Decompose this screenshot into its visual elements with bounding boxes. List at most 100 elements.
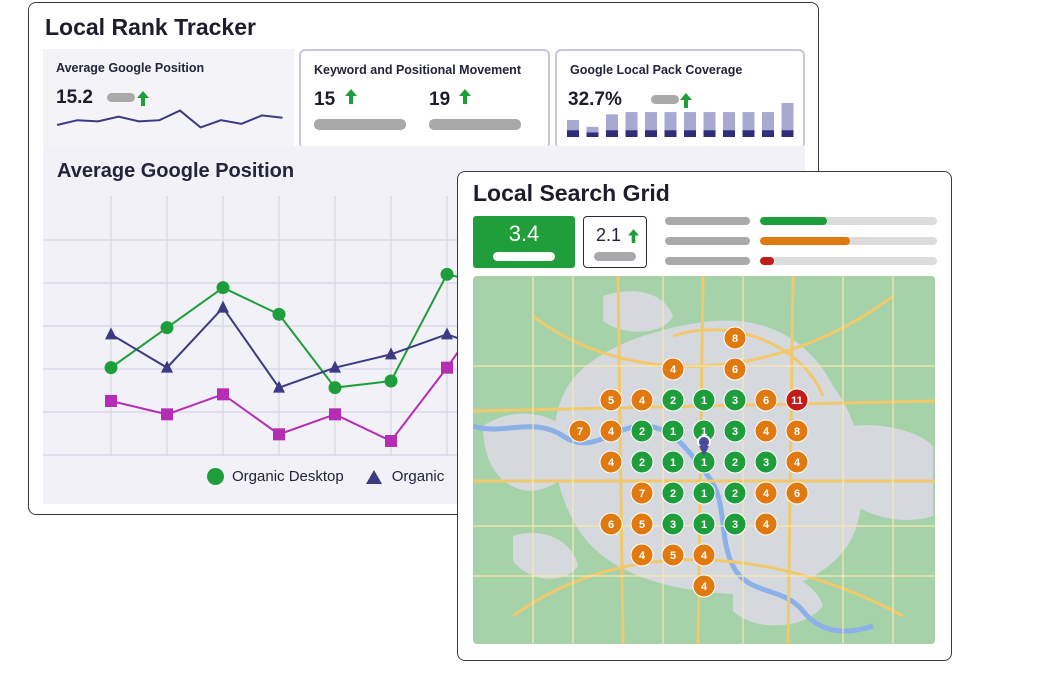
grid-pin-circle (599, 419, 623, 443)
grid-pin[interactable]: 4 (599, 419, 623, 443)
grid-pin[interactable]: 4 (754, 481, 778, 505)
grid-pin[interactable]: 2 (723, 450, 747, 474)
grid-pin-label: 3 (732, 519, 738, 531)
grid-pin[interactable]: 5 (630, 512, 654, 536)
grid-pin[interactable]: 3 (723, 512, 747, 536)
mini-bar-dark (723, 130, 735, 137)
grid-pin[interactable]: 1 (661, 419, 685, 443)
mini-bar-dark (625, 130, 638, 137)
grid-pin[interactable]: 4 (754, 512, 778, 536)
grid-pin[interactable]: 11 (785, 388, 809, 412)
local-pack-coverage-card[interactable]: Google Local Pack Coverage 32.7% (555, 49, 805, 149)
grid-pin[interactable]: 1 (692, 388, 716, 412)
avg-position-pill (107, 93, 135, 102)
avg-position-card[interactable]: Average Google Position 15.2 (43, 49, 294, 149)
keyword-value-a: 15 (314, 89, 336, 110)
mini-bar-light (664, 112, 677, 131)
grid-pin[interactable]: 5 (599, 388, 623, 412)
grid-pin-circle (661, 512, 685, 536)
grid-pin[interactable]: 2 (630, 419, 654, 443)
grid-pin[interactable]: 8 (723, 326, 747, 350)
map-canvas[interactable]: 84 65 4 2 1 3 6 117 4 2 1 1 3 4 84 2 1 1 2 3 47 2 1 2 4 66 5 3 1 3 44 5… (473, 276, 935, 644)
grid-pin[interactable]: 4 (785, 450, 809, 474)
grid-pin[interactable]: 2 (661, 481, 685, 505)
mini-bar-dark (606, 130, 618, 137)
grid-pin[interactable]: 3 (723, 388, 747, 412)
data-point-circle (384, 374, 398, 388)
keyword-movement-card[interactable]: Keyword and Positional Movement 15 19 (299, 49, 550, 149)
grid-pin[interactable]: 4 (692, 574, 716, 598)
grid-pin-label: 2 (732, 488, 738, 500)
grid-pin[interactable]: 6 (785, 481, 809, 505)
grid-pin-label: 3 (732, 395, 738, 407)
grid-pin[interactable]: 3 (754, 450, 778, 474)
mini-bar-light (762, 112, 774, 131)
grid-pin[interactable]: 3 (723, 419, 747, 443)
mini-bar-light (567, 120, 579, 131)
grid-pin-label: 7 (577, 426, 583, 438)
grid-pin[interactable]: 4 (630, 388, 654, 412)
mini-bar-light (684, 112, 696, 131)
grid-pin[interactable]: 2 (723, 481, 747, 505)
grid-pin-circle (661, 419, 685, 443)
grid-pin[interactable]: 6 (599, 512, 623, 536)
grid-pin[interactable]: 4 (661, 357, 685, 381)
grid-pin-circle (692, 388, 716, 412)
grid-pin-circle (661, 481, 685, 505)
rank-bar-fill-green (760, 217, 828, 225)
grid-pin-label: 2 (639, 426, 645, 438)
grid-pin-label: 4 (639, 395, 646, 407)
local-pack-mini-bars (567, 103, 794, 137)
grid-pin-circle (599, 512, 623, 536)
data-point-triangle (273, 380, 285, 393)
grid-pin[interactable]: 1 (692, 450, 716, 474)
grid-pin[interactable]: 6 (754, 388, 778, 412)
grid-pin-circle (754, 512, 778, 536)
business-location-marker[interactable] (697, 435, 711, 456)
grid-pin-circle (723, 481, 747, 505)
grid-pin[interactable]: 4 (599, 450, 623, 474)
grid-pin-label: 4 (670, 364, 677, 376)
grid-pin-label: 2 (732, 457, 738, 469)
grid-pin[interactable]: 7 (630, 481, 654, 505)
local-search-grid-panel: Local Search Grid 3.4 2.1 (457, 171, 952, 661)
grid-pin-label: 5 (639, 519, 645, 531)
data-point-square (441, 361, 453, 374)
grid-pin-circle (661, 450, 685, 474)
grid-pin[interactable]: 4 (630, 543, 654, 567)
grid-pin[interactable]: 1 (692, 419, 716, 443)
grid-map[interactable]: 8 4 6 5 4 2 1 3 6 11 7 4 2 1 1 3 4 8 4 2 1 1 2 3 4 7 2 1 2 4 6 6 5 3 1 3 4 4 5… (473, 276, 935, 644)
grid-pin[interactable]: 8 (785, 419, 809, 443)
series-line-0 (110, 273, 504, 389)
average-rank-score[interactable]: 3.4 (473, 216, 575, 268)
grid-pin[interactable]: 2 (630, 450, 654, 474)
up-arrow-icon (137, 91, 149, 106)
data-point-triangle (105, 327, 117, 340)
grid-pin[interactable]: 3 (661, 512, 685, 536)
mini-bar-dark (742, 130, 755, 137)
data-point-circle (440, 267, 454, 281)
grid-pin[interactable]: 1 (661, 450, 685, 474)
grid-pin[interactable]: 2 (661, 388, 685, 412)
grid-pin-circle (692, 512, 716, 536)
grid-pins[interactable]: 84 65 4 2 1 3 6 117 4 2 1 1 3 4 84 2 1 1 2 3 47 2 1 2 4 66 5 3 1 3 44 5… (568, 326, 809, 598)
grid-pin[interactable]: 4 (692, 543, 716, 567)
data-point-triangle (329, 360, 341, 373)
grid-pin[interactable]: 5 (661, 543, 685, 567)
keyword-movement-card-title: Keyword and Positional Movement (314, 63, 521, 77)
rank-bar-label (665, 217, 750, 225)
data-point-triangle (161, 360, 173, 373)
grid-pin[interactable]: 1 (692, 481, 716, 505)
mini-bar-dark (684, 130, 696, 137)
grid-pin-label: 4 (639, 550, 646, 562)
grid-pin[interactable]: 6 (723, 357, 747, 381)
rank-bar-track (760, 257, 937, 265)
grid-pin[interactable]: 1 (692, 512, 716, 536)
grid-pin-label: 4 (763, 519, 770, 531)
rank-change-score[interactable]: 2.1 (583, 216, 647, 268)
data-point-circle (328, 381, 342, 395)
mini-bar-light (703, 112, 716, 131)
grid-pin[interactable]: 4 (754, 419, 778, 443)
grid-pin[interactable]: 7 (568, 419, 592, 443)
grid-pin-circle (785, 388, 809, 412)
